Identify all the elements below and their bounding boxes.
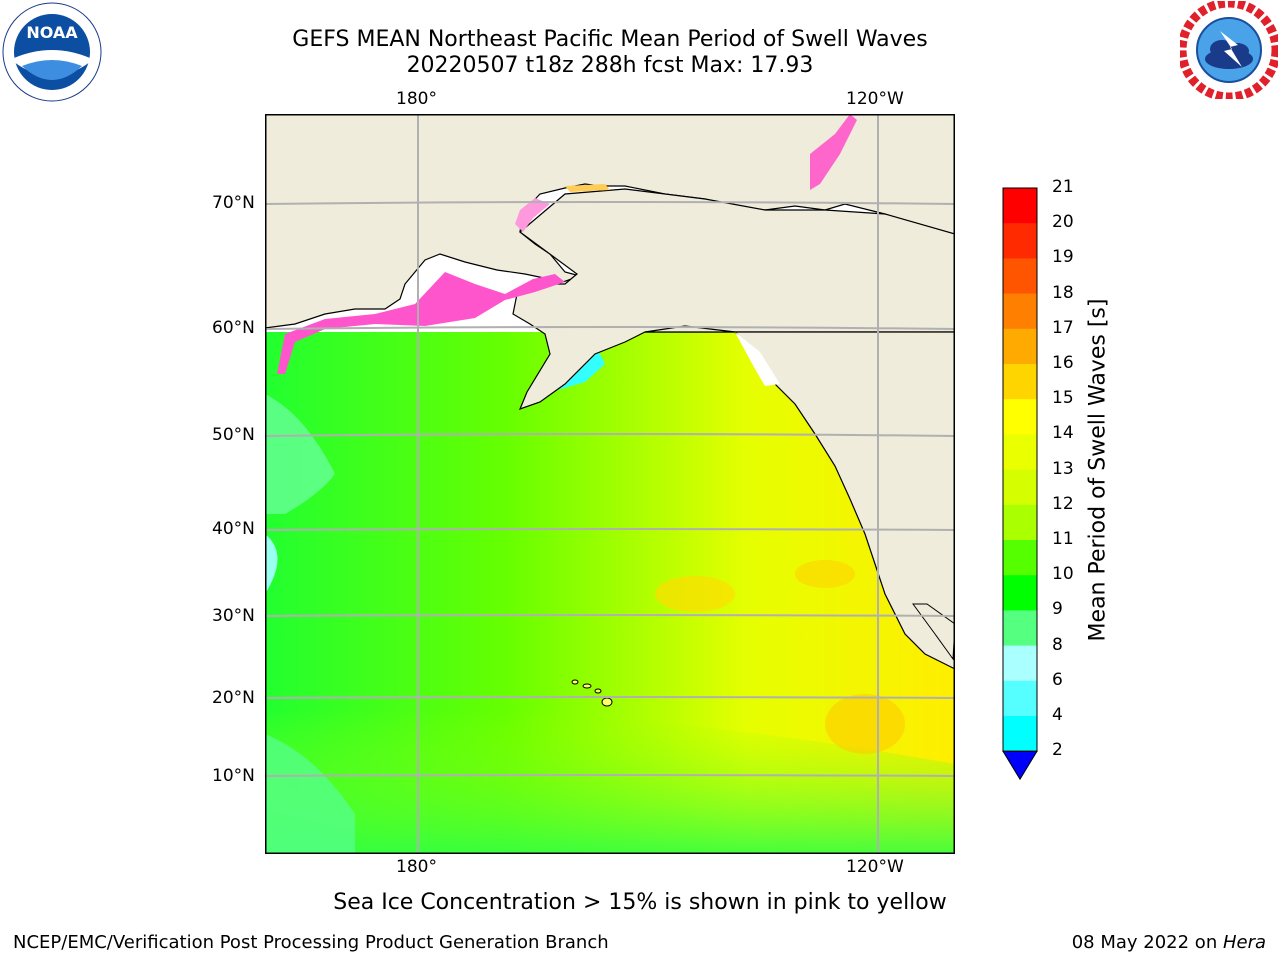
colorbar [1002, 187, 1038, 781]
colorbar-tick-label: 9 [1052, 599, 1063, 620]
colorbar-tick-label: 11 [1052, 529, 1074, 549]
colorbar-tick-label: 19 [1052, 247, 1074, 268]
sea-ice-edge [277, 272, 565, 374]
lat-label-60n: 60°N [212, 318, 255, 338]
credit-host: Hera [1222, 932, 1266, 953]
colorbar-tick-label: 16 [1052, 353, 1074, 373]
colorbar-segment [1003, 293, 1037, 330]
colorbar-extend-arrow [1002, 750, 1038, 781]
colorbar-tick-label: 20 [1052, 212, 1074, 233]
graticule [265, 114, 955, 854]
colorbar-tick-label: 13 [1052, 458, 1074, 479]
colorbar-tick-label: 10 [1052, 564, 1074, 585]
colorbar-segment [1003, 328, 1037, 365]
colorbar-segment [1003, 610, 1037, 647]
lat-label-20n: 20°N [212, 688, 255, 708]
colorbar-segment [1003, 364, 1037, 400]
sea-ice-note: Sea Ice Concentration > 15% is shown in … [333, 890, 947, 915]
credit-date: 08 May 2022 on [1071, 932, 1223, 953]
colorbar-segment [1003, 188, 1037, 224]
colorbar-segment [1003, 645, 1037, 682]
credit-right: 08 May 2022 on Hera [1072, 932, 1266, 953]
colorbar-label: Mean Period of Swell Waves [s] [1085, 298, 1111, 642]
colorbar-segment [1003, 540, 1037, 576]
lat-label-30n: 30°N [212, 606, 255, 626]
colorbar-tick-label: 18 [1052, 282, 1074, 303]
colorbar-segment [1003, 680, 1037, 717]
colorbar-segment [1003, 399, 1037, 435]
colorbar-tick-label: 2 [1052, 740, 1063, 761]
colorbar-tick-label: 17 [1052, 317, 1074, 338]
colorbar-segment [1003, 469, 1037, 506]
colorbar-tick-label: 21 [1052, 177, 1074, 197]
colorbar-segment [1003, 434, 1037, 471]
colorbar-segment [1003, 223, 1037, 259]
noaa-logo-text: NOAA [26, 23, 78, 42]
lat-label-10n: 10°N [212, 766, 255, 786]
lat-label-40n: 40°N [212, 519, 255, 539]
colorbar-tick-label: 4 [1052, 705, 1063, 725]
credit-left: NCEP/EMC/Verification Post Processing Pr… [13, 932, 609, 953]
noaa-logo: NOAA [2, 2, 102, 102]
map-title: GEFS MEAN Northeast Pacific Mean Period … [292, 27, 928, 52]
colorbar-tick-label: 14 [1052, 423, 1074, 444]
lon-label-top-180: 180° [396, 89, 437, 109]
lon-label-bottom-180: 180° [396, 857, 437, 877]
colorbar-tick-label: 6 [1052, 669, 1063, 690]
lat-label-70n: 70°N [212, 193, 255, 213]
colorbar-segment [1003, 504, 1037, 541]
colorbar-tick-label: 15 [1052, 388, 1074, 409]
lat-label-50n: 50°N [212, 425, 255, 445]
colorbar-segment [1003, 716, 1037, 752]
lon-label-bottom-120w: 120°W [846, 857, 904, 877]
colorbar-segment [1003, 575, 1037, 611]
colorbar-segment [1003, 258, 1037, 295]
map-subtitle: 20220507 t18z 288h fcst Max: 17.93 [406, 53, 814, 78]
colorbar-tick-label: 8 [1052, 634, 1063, 655]
colorbar-tick-label: 12 [1052, 493, 1074, 514]
map-panel [265, 114, 955, 854]
lon-label-top-120w: 120°W [846, 89, 904, 109]
hawaii-islands [571, 679, 613, 707]
nws-logo [1180, 1, 1278, 99]
